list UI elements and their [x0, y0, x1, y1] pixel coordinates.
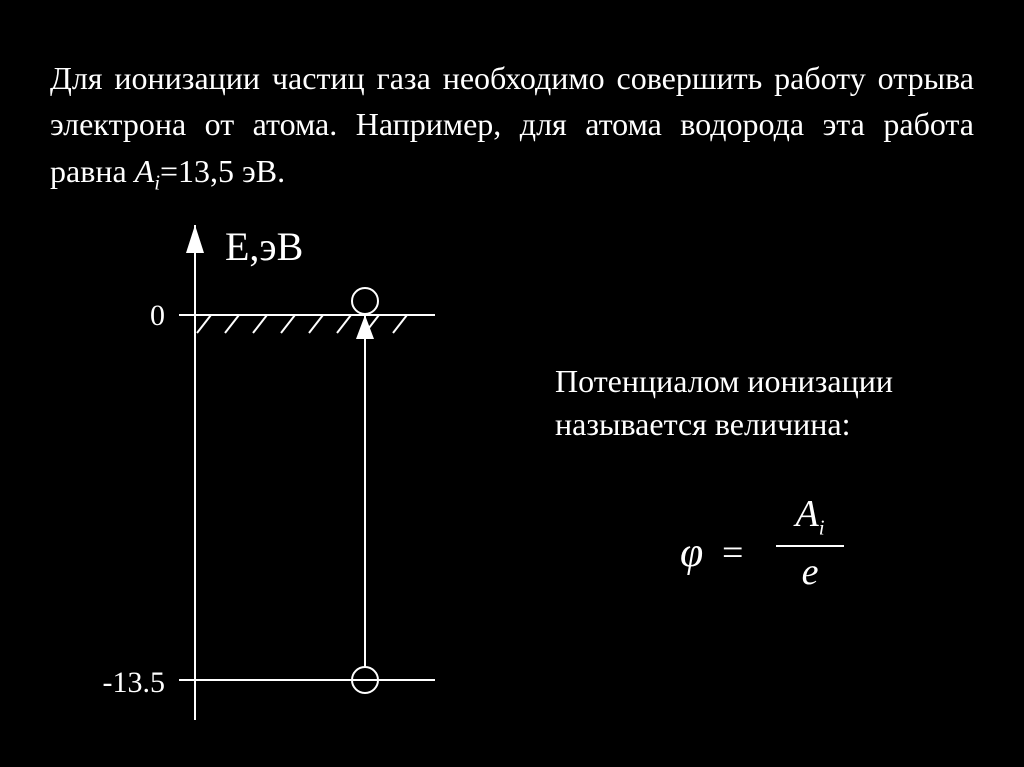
definition-text: Потенциалом ионизации называется величин… — [555, 360, 975, 446]
diagram-svg: Е,эВ 0 -13.5 — [55, 215, 485, 725]
equals-symbol: = — [722, 531, 743, 575]
numerator: Ai — [770, 495, 850, 541]
phi-symbol: φ — [680, 529, 703, 577]
slide: Для ионизации частиц газа необходимо сов… — [0, 0, 1024, 767]
fraction: Ai e — [770, 495, 850, 591]
definition-line2: называется величина: — [555, 406, 851, 442]
svg-text:-13.5: -13.5 — [103, 666, 166, 699]
denominator: e — [770, 551, 850, 591]
numerator-sub: i — [819, 516, 825, 540]
ionization-potential-formula: φ = Ai e — [680, 495, 920, 615]
paragraph-post: =13,5 эВ. — [160, 153, 285, 189]
energy-level-diagram: Е,эВ 0 -13.5 — [55, 215, 485, 725]
definition-line1: Потенциалом ионизации — [555, 363, 893, 399]
var-A: A — [135, 153, 155, 189]
fraction-bar — [776, 545, 844, 547]
numerator-var: A — [795, 493, 818, 535]
intro-paragraph: Для ионизации частиц газа необходимо сов… — [50, 55, 974, 198]
svg-text:0: 0 — [150, 299, 165, 332]
svg-text:Е,эВ: Е,эВ — [225, 224, 303, 269]
